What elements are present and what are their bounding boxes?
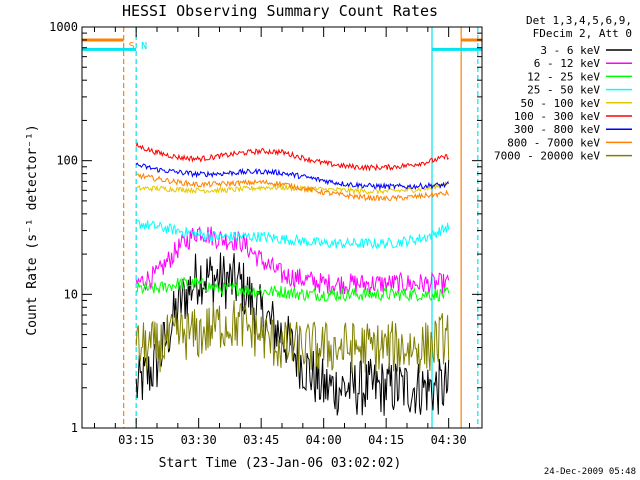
plot-frame [81,26,483,429]
legend-entry-label: 6 - 12 keV [534,57,601,70]
x-tick-label: 03:30 [181,433,217,447]
series-line [135,252,450,416]
legend-entry-label: 7000 - 20000 keV [494,150,600,163]
series-line [135,225,450,295]
y-tick-label: 1000 [49,20,78,34]
legend-header-line-1: Det 1,3,4,5,6,9, [526,14,632,27]
x-axis-label: Start Time (23-Jan-06 03:02:02) [159,456,402,471]
y-tick-label: 10 [64,287,78,301]
timestamp-text: 24-Dec-2009 05:48 [544,467,636,477]
series-line [136,172,450,202]
marker-label: S [129,41,135,52]
x-tick-label: 03:45 [243,433,279,447]
series-line [135,218,450,250]
x-tick-label: 04:15 [368,433,404,447]
y-tick-label: 1 [71,421,78,435]
marker-label: N [141,41,147,52]
series-line [135,276,450,302]
legend-entry-label: 25 - 50 keV [527,84,600,97]
y-tick-label: 100 [56,154,78,168]
legend-entry-label: 300 - 800 keV [514,123,600,136]
legend-entry-label: 3 - 6 keV [540,44,600,57]
series-line [135,162,450,191]
legend-entry-label: 100 - 300 keV [514,110,600,123]
x-tick-label: 04:30 [431,433,467,447]
series-line [135,141,449,172]
y-axis-label: Count Rate (s⁻¹ detector⁻¹) [25,124,40,335]
x-tick-label: 03:15 [118,433,154,447]
chart-title: HESSI Observing Summary Count Rates [122,2,438,20]
legend-entry-label: 50 - 100 keV [521,97,601,110]
legend-entry-label: 12 - 25 keV [527,70,600,83]
x-tick-label: 04:00 [306,433,342,447]
series-line [135,300,450,374]
legend-entry-label: 800 - 7000 keV [507,136,600,149]
legend-header-line-2: FDecim 2, Att 0 [533,27,632,40]
